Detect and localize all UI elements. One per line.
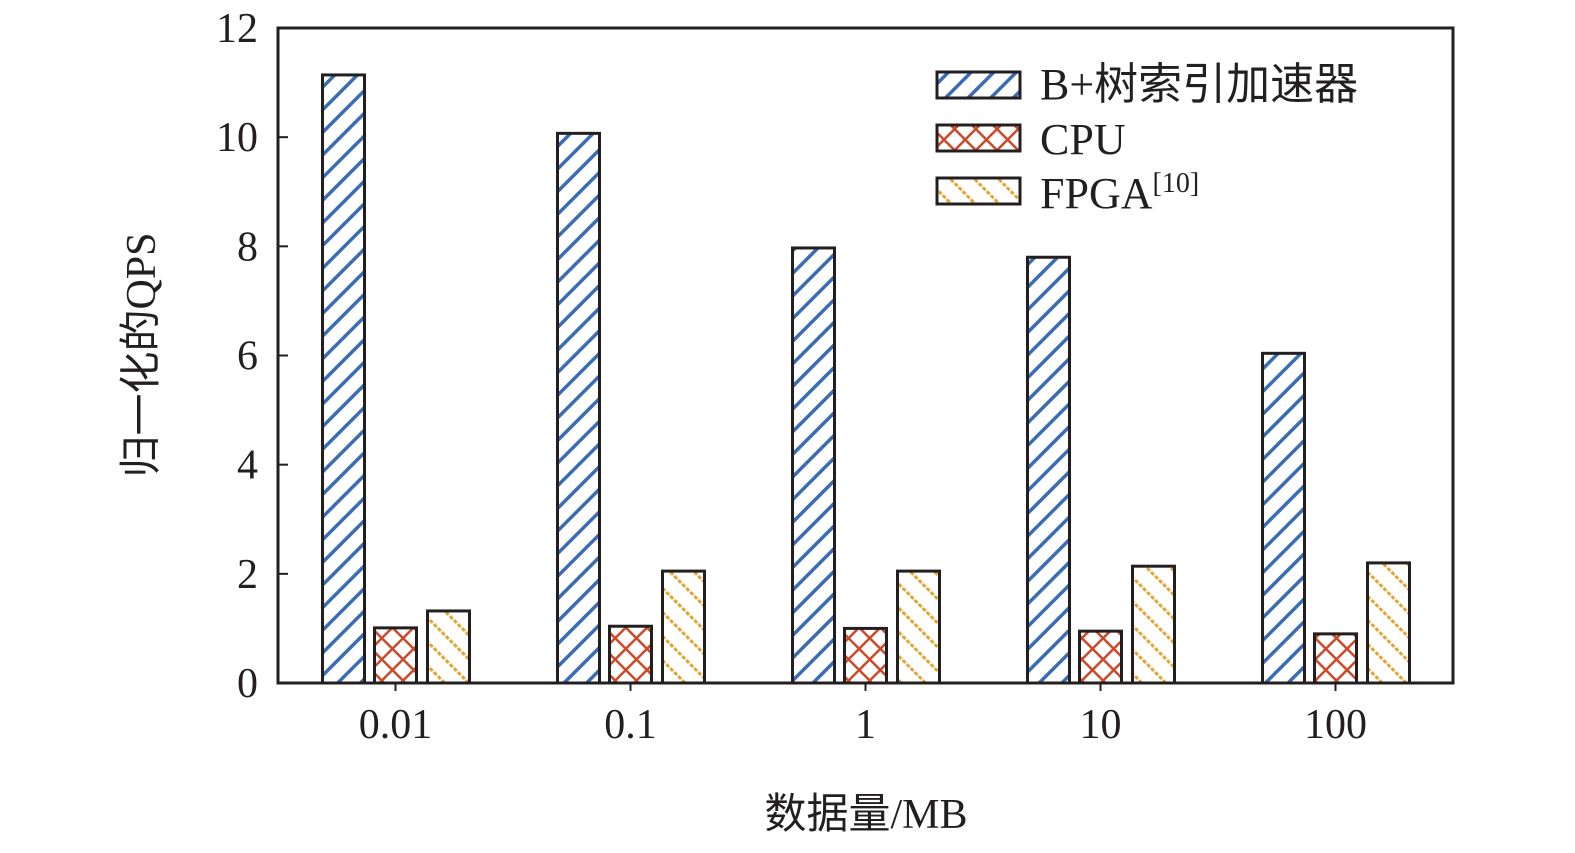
bar-accelerator-0.1 <box>556 131 601 685</box>
bar-cpu-10 <box>1078 629 1123 685</box>
legend-swatch-accelerator <box>935 70 1022 100</box>
bar-cpu-0.01 <box>373 626 418 685</box>
y-tick-label: 0 <box>237 661 258 707</box>
legend-label-accelerator: B+树索引加速器 <box>1040 60 1358 109</box>
bar-cpu-1 <box>843 626 888 685</box>
bar-accelerator-1 <box>791 246 836 685</box>
x-tick-label: 100 <box>1304 702 1367 748</box>
y-tick-label: 4 <box>237 443 258 489</box>
bar-cpu-100 <box>1313 632 1358 685</box>
bar-cpu-0.1 <box>608 624 653 685</box>
legend-swatch-cpu <box>935 123 1022 153</box>
bar-accelerator-100 <box>1261 351 1306 685</box>
x-tick-label: 10 <box>1080 702 1122 748</box>
y-tick-label: 6 <box>237 334 258 380</box>
y-tick-label: 12 <box>216 6 258 52</box>
legend-swatch-fpga <box>935 176 1022 206</box>
y-tick-label: 2 <box>237 552 258 598</box>
bar-fpga-100 <box>1366 561 1411 685</box>
legend-citation: [10] <box>1153 168 1200 199</box>
bar-fpga-10 <box>1131 564 1176 685</box>
y-tick-label: 10 <box>216 115 258 161</box>
x-axis-label: 数据量/MB <box>764 792 967 838</box>
bar-fpga-0.1 <box>661 569 706 685</box>
x-tick-label: 0.1 <box>604 702 657 748</box>
bar-fpga-1 <box>896 569 941 685</box>
bar-fpga-0.01 <box>426 609 471 685</box>
legend: B+树索引加速器 CPU FPGA[10] <box>935 60 1358 218</box>
y-axis-label: 归一化的QPS <box>119 232 165 477</box>
x-tick-label: 1 <box>855 702 876 748</box>
y-tick-label: 8 <box>237 224 258 270</box>
bar-accelerator-0.01 <box>321 73 366 685</box>
legend-label-fpga: FPGA[10] <box>1040 168 1199 218</box>
legend-label-cpu: CPU <box>1040 115 1126 164</box>
bar-accelerator-10 <box>1026 255 1071 685</box>
x-tick-label: 0.01 <box>359 702 433 748</box>
